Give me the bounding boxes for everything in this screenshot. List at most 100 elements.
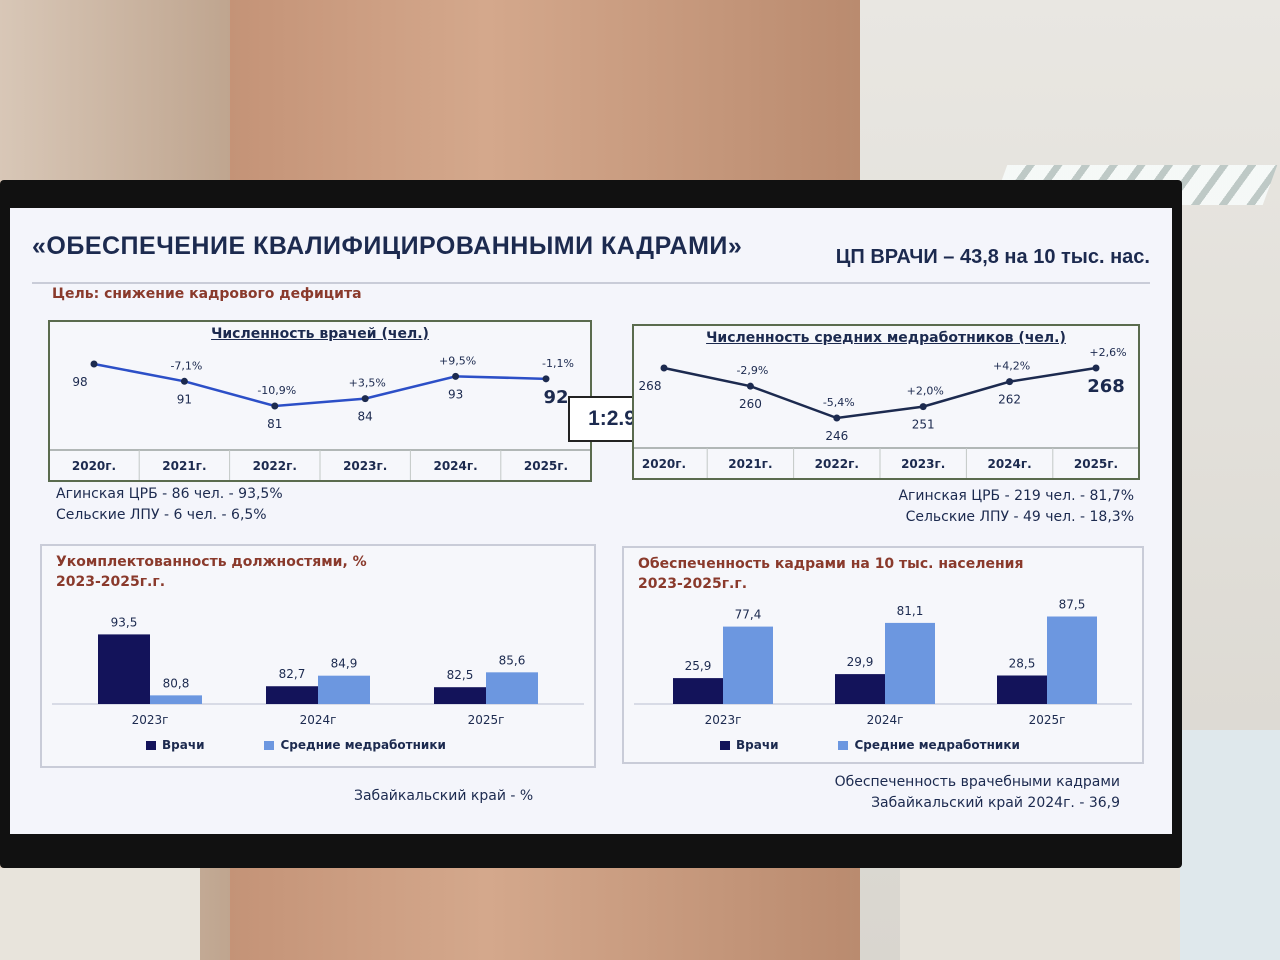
bar-value-label: 85,6 (499, 653, 526, 667)
data-label: 91 (177, 392, 192, 406)
change-label: -5,4% (823, 396, 855, 409)
data-point (919, 403, 927, 411)
staffing-bar-chart: 93,5 80,8 2023г 82,7 84,9 2024г 82,5 85,6 2025г (52, 615, 584, 727)
note-line: Сельские ЛПУ - 6 чел. - 6,5% (56, 507, 267, 523)
x-tick-label: 2024г. (987, 457, 1031, 471)
bar (266, 686, 318, 704)
bar (434, 687, 486, 704)
bar (318, 675, 370, 704)
bar (997, 675, 1047, 704)
bar-value-label: 29,9 (847, 655, 874, 669)
note-line: Агинская ЦРБ - 86 чел. - 93,5% (56, 486, 283, 502)
presentation-slide: «ОБЕСПЕЧЕНИЕ КВАЛИФИЦИРОВАННЫМИ КАДРАМИ»… (10, 208, 1172, 834)
x-tick-label: 2025г. (1074, 457, 1118, 471)
x-tick-label: 2024г (300, 713, 337, 727)
data-label: 251 (912, 418, 935, 432)
x-tick-label: 2022г. (253, 459, 297, 473)
data-label: 98 (72, 375, 87, 389)
data-point (1006, 378, 1014, 386)
nurses-line-chart: 268 2020г. 260 -2,9% 2021г. 246 -5,4% 2022г. 251… (634, 346, 1138, 478)
x-tick-label: 2023г (132, 713, 169, 727)
bar-value-label: 80,8 (163, 676, 190, 690)
data-point (180, 377, 188, 385)
nurses-count-panel: Численность средних медработников (чел.)… (632, 324, 1140, 480)
bar (835, 674, 885, 704)
x-tick-label: 2025г (1029, 713, 1066, 727)
change-label: +2,6% (1089, 346, 1126, 359)
data-point (746, 382, 754, 390)
bar-value-label: 81,1 (897, 604, 924, 618)
data-label: 246 (825, 429, 848, 443)
legend-item: Средние медработники (264, 738, 446, 752)
bar (486, 672, 538, 704)
legend-swatch (838, 740, 849, 750)
bar-value-label: 77,4 (735, 608, 762, 622)
staffing-per-10k-panel: Обеспеченность кадрами на 10 тыс. населе… (622, 546, 1144, 764)
bar-value-label: 28,5 (1009, 657, 1036, 671)
note-line: Агинская ЦРБ - 219 чел. - 81,7% (898, 488, 1134, 504)
data-label: 268 (1087, 376, 1125, 397)
footer-line: Забайкальский край 2024г. - 36,9 (871, 795, 1120, 811)
data-label: 260 (739, 397, 762, 411)
x-tick-label: 2021г. (728, 457, 772, 471)
legend-swatch (720, 740, 730, 750)
legend-label: Врачи (736, 738, 779, 752)
x-tick-label: 2025г (468, 713, 505, 727)
chart-legend: Врачи Средние медработники (146, 738, 446, 752)
change-label: +9,5% (439, 354, 476, 367)
wall-poster (0, 868, 200, 960)
change-label: +4,2% (993, 360, 1030, 373)
data-label: 84 (358, 410, 373, 424)
data-label: 93 (448, 387, 463, 401)
note-line: Сельские ЛПУ - 49 чел. - 18,3% (905, 509, 1134, 525)
chart-title-block: Обеспеченность кадрами на 10 тыс. населе… (638, 554, 1023, 594)
data-point (660, 364, 668, 372)
data-point (90, 360, 98, 368)
bar-value-label: 84,9 (331, 657, 358, 671)
bar (723, 626, 773, 704)
legend-label: Средние медработники (280, 738, 446, 752)
chart-title: Укомплектованность должностями, % (56, 554, 367, 570)
bar-value-label: 82,5 (447, 668, 474, 682)
x-tick-label: 2023г (705, 713, 742, 727)
bar-value-label: 25,9 (685, 659, 712, 673)
legend-item: Врачи (720, 738, 778, 752)
data-label: 92 (543, 387, 568, 408)
legend-label: Врачи (162, 738, 205, 752)
bar (98, 634, 150, 704)
data-point (271, 402, 279, 410)
x-tick-label: 2024г (867, 713, 904, 727)
staffing-panel: Укомплектованность должностями, % 2023-2… (40, 544, 596, 768)
wall-poster (1180, 730, 1280, 960)
per-10k-bar-chart: 25,9 77,4 2023г 29,9 81,1 2024г 28,5 87,5 2025г (634, 598, 1132, 727)
chart-subtitle: 2023-2025г.г. (56, 574, 166, 590)
bar (673, 678, 723, 704)
data-point (361, 395, 369, 403)
legend-swatch (146, 740, 156, 750)
footer-line: Обеспеченность врачебными кадрами (834, 774, 1120, 790)
nurses-note: Агинская ЦРБ - 219 чел. - 81,7% Сельские… (898, 486, 1134, 528)
chart-title: Численность врачей (чел.) (211, 326, 429, 342)
doctors-count-panel: Численность врачей (чел.) 98 2020г. 91 -7,1… (48, 320, 592, 482)
data-point (452, 372, 460, 380)
bar (150, 695, 202, 704)
data-point (1092, 364, 1100, 372)
footer-left: Забайкальский край - % (354, 788, 534, 804)
chart-legend: Врачи Средние медработники (720, 738, 1020, 752)
x-tick-label: 2023г. (901, 457, 945, 471)
change-label: -10,9% (257, 384, 296, 397)
legend-swatch (264, 740, 275, 750)
slide-subtitle: ЦП ВРАЧИ – 43,8 на 10 тыс. нас. (835, 246, 1150, 268)
data-point (542, 375, 550, 383)
data-point (833, 414, 841, 422)
change-label: +3,5% (349, 377, 386, 390)
series-line (93, 362, 547, 408)
change-label: +2,0% (907, 385, 944, 398)
chart-subtitle: 2023-2025г.г. (638, 576, 748, 592)
x-tick-label: 2025г. (524, 459, 568, 473)
bar-value-label: 87,5 (1059, 598, 1086, 612)
data-label: 268 (639, 379, 662, 393)
change-label: -7,1% (170, 359, 202, 372)
x-tick-label: 2021г. (162, 459, 206, 473)
bar-value-label: 93,5 (111, 615, 138, 629)
